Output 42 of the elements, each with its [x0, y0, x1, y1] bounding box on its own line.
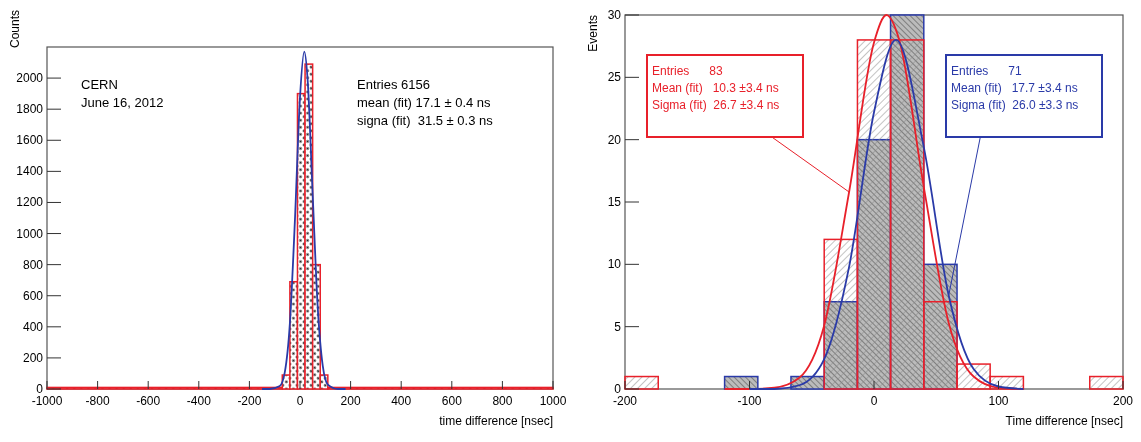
x-tick-label: -100 [737, 394, 762, 408]
y-axis-title: Counts [8, 10, 22, 49]
x-tick-label: -400 [186, 394, 212, 408]
y-tick-label: 15 [607, 195, 622, 209]
y-tick-label: 25 [607, 70, 622, 85]
y-tick-label: 1600 [16, 133, 44, 148]
x-axis-title: time difference [nsec] [439, 414, 553, 428]
y-tick-label: 10 [607, 257, 622, 272]
x-tick-label: 100 [988, 394, 1009, 408]
y-tick-label: 200 [22, 350, 44, 365]
x-tick-label: 1000 [539, 394, 567, 408]
y-tick-label: 1800 [16, 102, 44, 117]
y-tick-label: 1000 [16, 226, 44, 241]
x-tick-label: 800 [492, 394, 513, 408]
y-tick-label: 0 [36, 382, 44, 396]
annotation: Entries 83 Mean (fit) 10.3 ±3.4 ns Sigma (fit) 26.7 ±3.4 ns [652, 64, 780, 112]
x-tick-label: -800 [85, 394, 110, 408]
y-axis-title: Events [586, 15, 600, 52]
x-tick-label: -200 [237, 394, 262, 408]
x-axis-title: Time difference [nsec] [1005, 414, 1123, 428]
y-tick-label: 600 [22, 288, 44, 303]
y-tick-label: 800 [22, 257, 44, 272]
x-tick-label: -600 [136, 394, 161, 408]
y-tick-label: 400 [22, 319, 44, 334]
y-tick-label: 1400 [16, 164, 44, 179]
y-tick-label: 5 [614, 319, 622, 334]
x-tick-label: 200 [1112, 394, 1134, 408]
annotation: Entries 71 Mean (fit) 17.7 ±3.4 ns Sigma (fit) 26.0 ±3.3 ns [951, 64, 1079, 112]
annotation: Entries 6156 mean (fit) 17.1 ± 0.4 ns signa (fit) 31.5 ± 0.3 ns [357, 77, 494, 128]
annotation: CERN June 16, 2012 [81, 77, 164, 110]
y-tick-label: 2000 [16, 71, 44, 86]
x-tick-label: 0 [296, 394, 304, 408]
x-tick-label: -200 [612, 394, 638, 408]
x-tick-label: 200 [340, 394, 361, 408]
x-tick-label: 0 [870, 394, 878, 408]
y-tick-label: 20 [607, 132, 622, 147]
x-tick-label: 600 [441, 394, 463, 408]
y-tick-label: 0 [614, 382, 622, 396]
y-tick-label: 30 [607, 8, 622, 22]
x-tick-label: -1000 [31, 394, 63, 408]
x-tick-label: 400 [391, 394, 412, 408]
y-tick-label: 1200 [16, 195, 44, 210]
